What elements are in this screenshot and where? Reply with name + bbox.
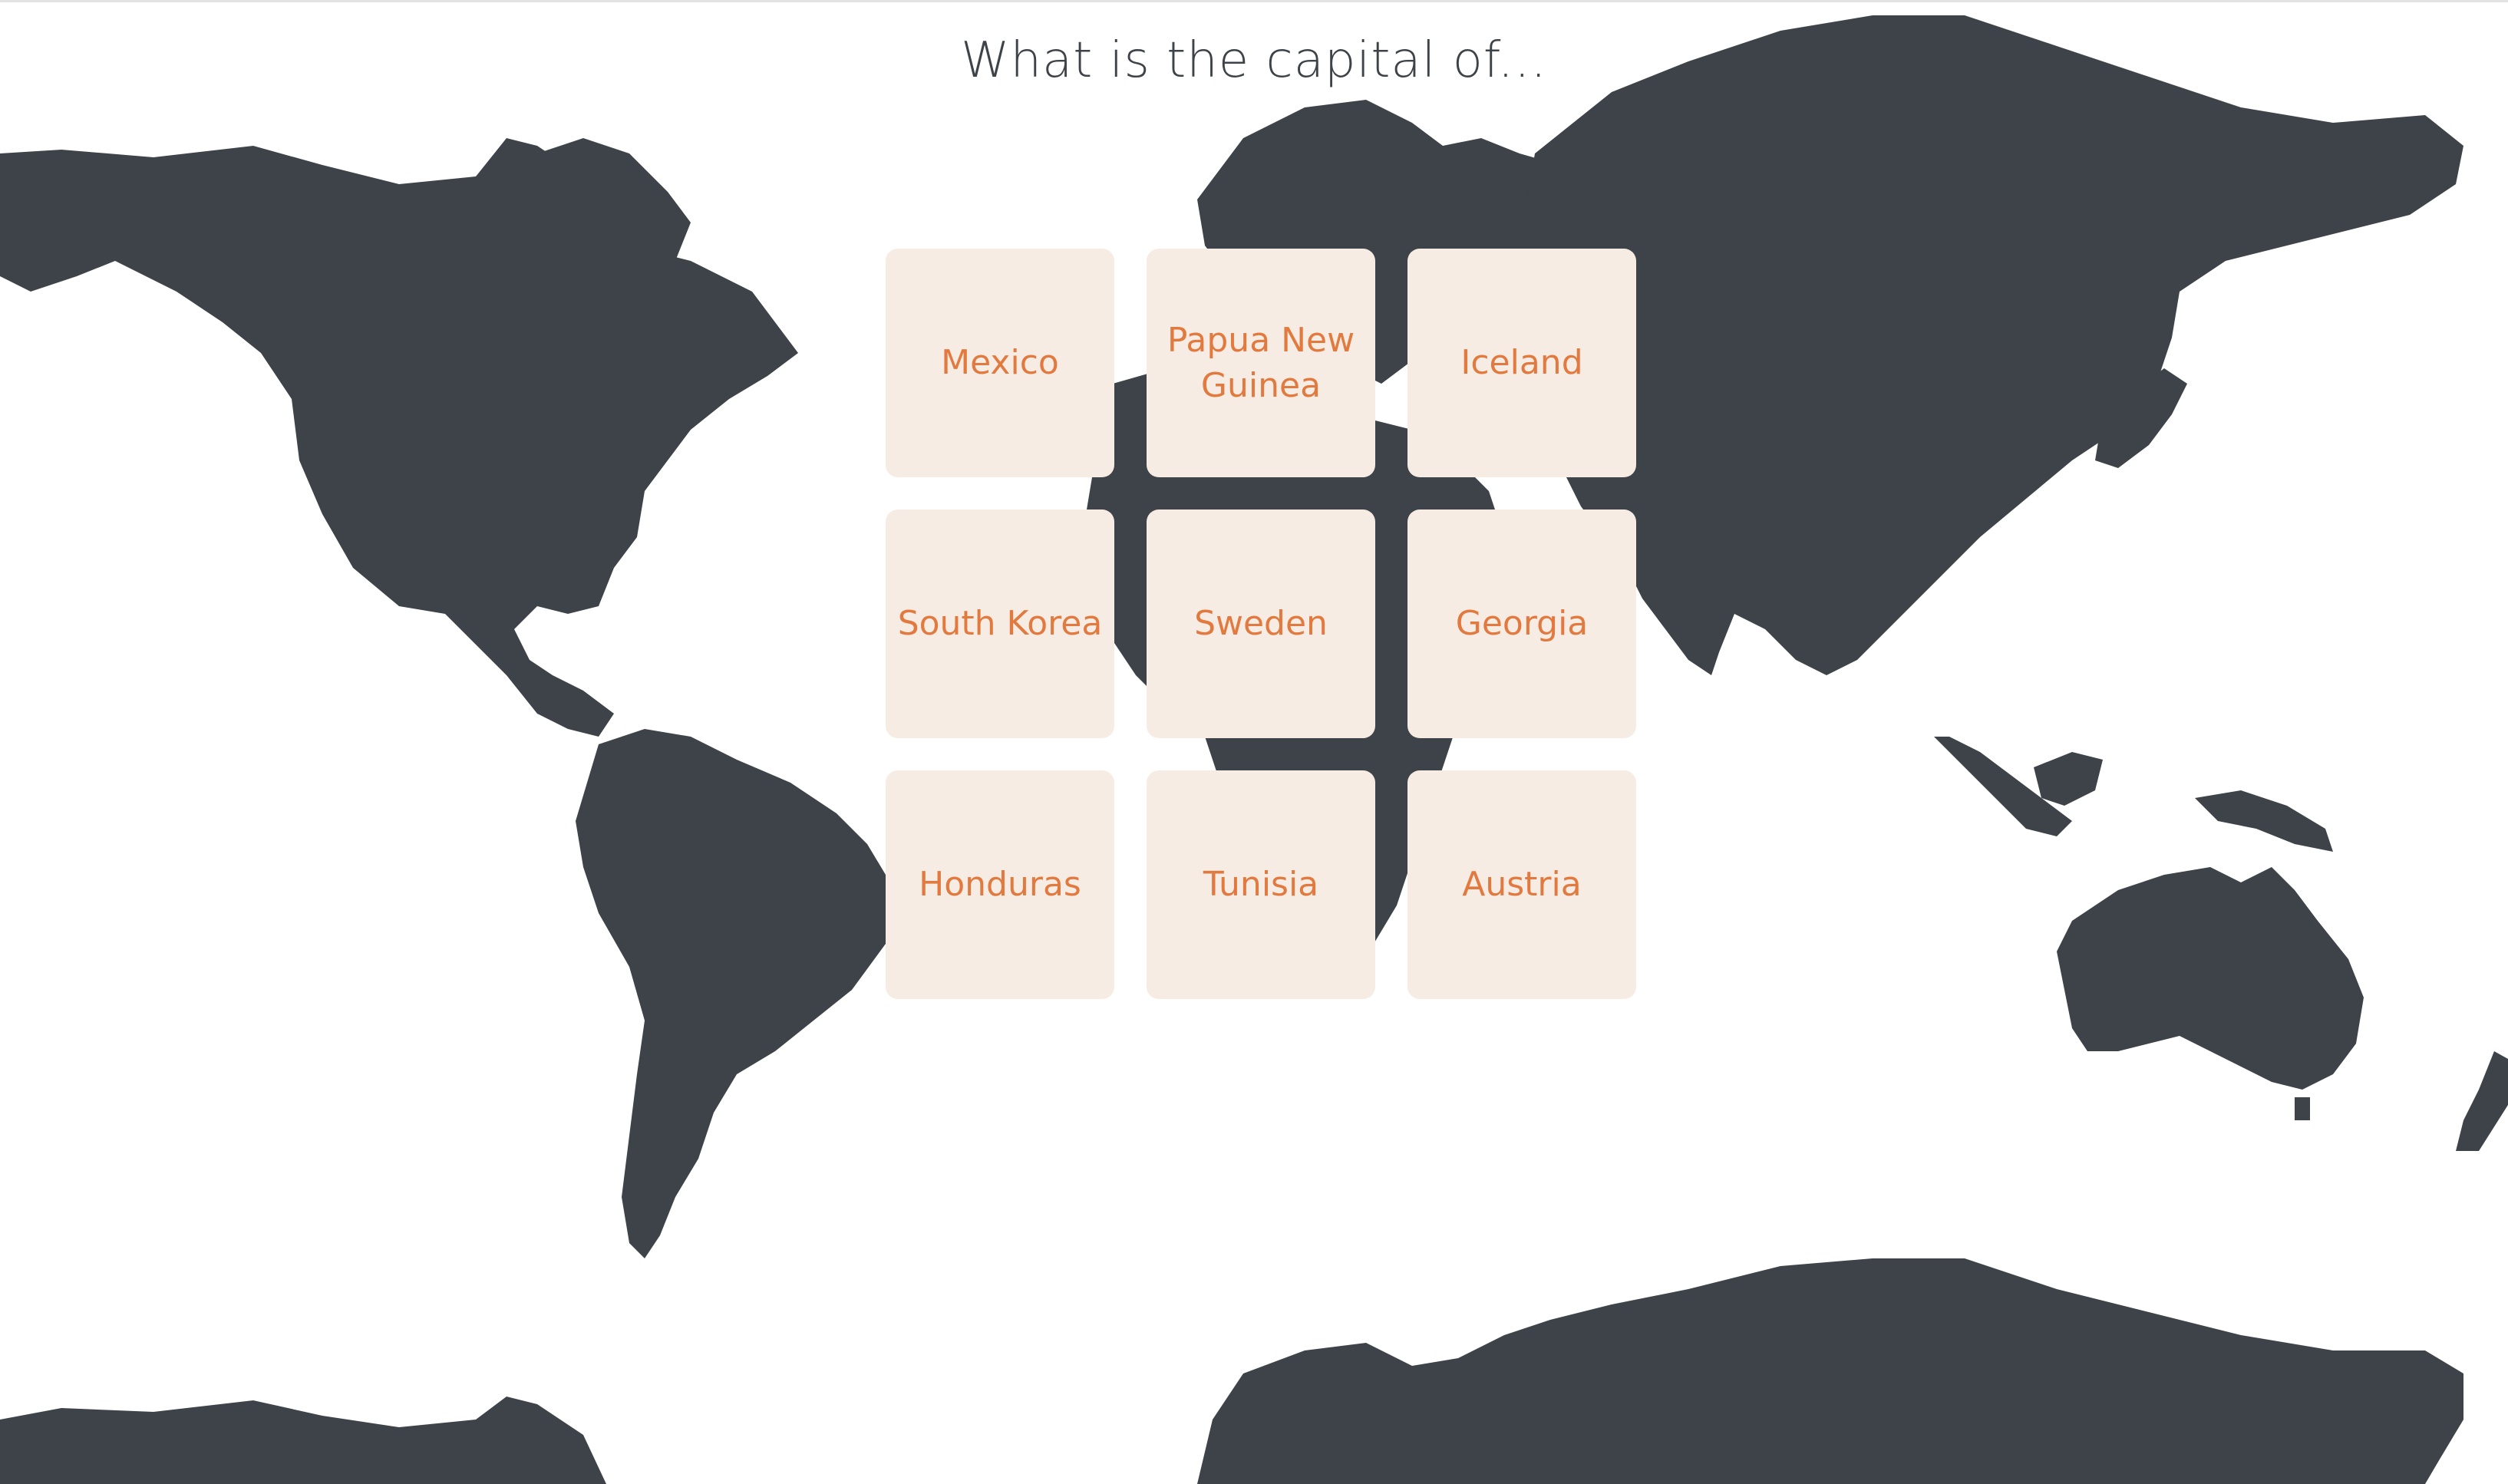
map-new-guinea [2195, 790, 2333, 852]
question-prompt: What is the capital of... [961, 32, 1547, 89]
map-greenland [507, 138, 691, 307]
map-indonesia [1934, 737, 2072, 836]
answer-tile[interactable]: Papua New Guinea [1147, 249, 1375, 477]
answer-tile[interactable]: Sweden [1147, 510, 1375, 738]
answer-tile[interactable]: Georgia [1407, 510, 1636, 738]
map-borneo [2034, 752, 2103, 806]
top-divider [0, 0, 2508, 2]
answer-tile[interactable]: South Korea [886, 510, 1114, 738]
answer-tile[interactable]: Iceland [1407, 249, 1636, 477]
map-australia [2057, 867, 2364, 1090]
map-new-zealand [2456, 1051, 2508, 1151]
map-north-america-repeat [0, 1397, 606, 1484]
map-japan [2095, 368, 2187, 468]
map-tasmania [2295, 1097, 2310, 1120]
map-eurasia-repeat [1197, 1258, 2463, 1484]
map-asia [1520, 15, 2463, 675]
answer-tile[interactable]: Austria [1407, 770, 1636, 999]
answer-grid: Mexico Papua New Guinea Iceland South Ko… [886, 249, 1638, 1001]
answer-tile[interactable]: Mexico [886, 249, 1114, 477]
answer-tile[interactable]: Tunisia [1147, 770, 1375, 999]
answer-tile[interactable]: Honduras [886, 770, 1114, 999]
map-south-america [576, 729, 886, 1258]
